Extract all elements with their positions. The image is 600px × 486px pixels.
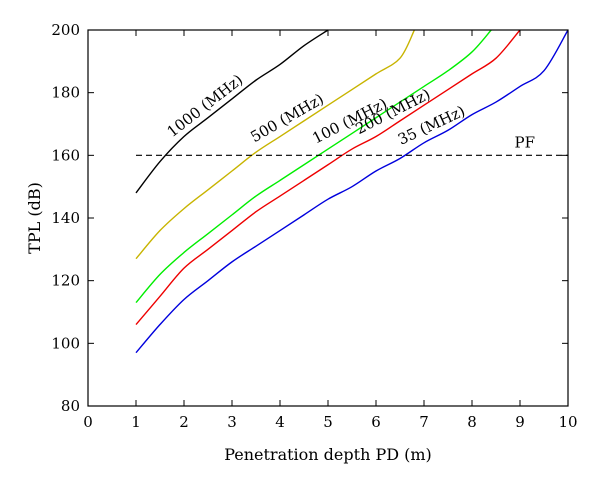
y-tick-label: 200 [51, 21, 80, 39]
y-tick-label: 180 [51, 84, 80, 102]
series-label-0: 1000 (MHz) [164, 71, 247, 141]
x-tick-label: 6 [371, 413, 381, 431]
x-axis-title: Penetration depth PD (m) [224, 445, 432, 464]
y-tick-label: 120 [51, 272, 80, 290]
plot-frame [87, 29, 569, 407]
series-line-0 [135, 29, 329, 194]
series-line-3 [135, 29, 521, 325]
y-tick-label: 160 [51, 146, 80, 164]
y-tick-label: 80 [61, 397, 80, 415]
series-line-1 [135, 29, 416, 260]
y-tick-label: 100 [51, 334, 80, 352]
series-layer [135, 29, 569, 354]
y-axis-title: TPL (dB) [25, 182, 44, 254]
x-tick-label: 8 [467, 413, 477, 431]
x-tick-label: 1 [131, 413, 141, 431]
label-layer: 1000 (MHz) 500 (MHz)100 (MHz)200 (MHz)35 … [164, 71, 468, 149]
tick-layer: 0 1 2 3 4 5 6 7 8 9 10 80 100 120 140 160 180 200 [51, 21, 577, 431]
series-line-2 [135, 29, 492, 304]
x-tick-label: 5 [323, 413, 333, 431]
x-tick-label: 7 [419, 413, 429, 431]
x-tick-label: 2 [179, 413, 189, 431]
x-tick-label: 10 [558, 413, 577, 431]
x-tick-label: 4 [275, 413, 285, 431]
x-tick-label: 9 [515, 413, 525, 431]
x-tick-label: 0 [83, 413, 93, 431]
x-tick-label: 3 [227, 413, 237, 431]
y-tick-label: 140 [51, 209, 80, 227]
series-line-4 [135, 29, 569, 354]
reference-line-layer: PF [136, 133, 568, 156]
reference-line-label: PF [515, 133, 536, 151]
